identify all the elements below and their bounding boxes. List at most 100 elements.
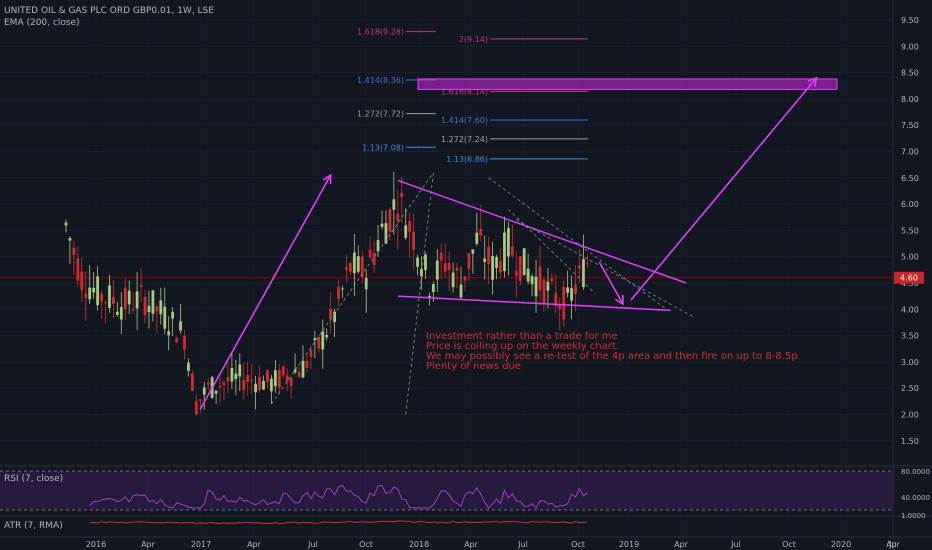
- candle-body: [194, 400, 198, 414]
- candle-body: [254, 383, 257, 393]
- candle-body: [459, 284, 463, 298]
- candle-body: [285, 375, 289, 382]
- price-candles: [64, 171, 589, 416]
- fib-level-label: 1.618(9.28): [357, 28, 404, 37]
- trend-drawings: [199, 76, 818, 415]
- candle-body: [416, 257, 419, 267]
- candle-body: [467, 253, 471, 269]
- y-tick-label: 5.50: [901, 226, 919, 235]
- candle-body: [293, 369, 297, 373]
- candle-body: [187, 362, 190, 371]
- projection-up-line: [630, 77, 818, 301]
- rsi-legend: RSI (7, close): [4, 474, 63, 484]
- fib-level-label: 1.13(7.08): [362, 143, 404, 152]
- candle-body: [352, 252, 356, 274]
- candle-body: [72, 247, 76, 255]
- x-tick-label: Apr: [674, 540, 689, 549]
- grid-lines: [0, 19, 893, 442]
- candle-body: [341, 288, 344, 290]
- candle-body: [542, 279, 546, 305]
- candle-body: [554, 292, 558, 306]
- candle-body: [309, 349, 313, 357]
- arrow-2017-head: [322, 173, 332, 185]
- projection-down-line: [598, 261, 624, 305]
- candle-body: [412, 231, 415, 251]
- candle-body: [522, 248, 526, 276]
- y-tick-label: 1.50: [901, 437, 919, 446]
- y-tick-label: 7.00: [901, 148, 919, 157]
- candle-body: [234, 373, 238, 380]
- candle-body: [507, 228, 510, 257]
- y-tick-label: 6.50: [901, 174, 919, 183]
- candle-body: [64, 222, 68, 226]
- y-tick-label: 3.00: [901, 358, 919, 367]
- candle-body: [218, 385, 222, 388]
- candle-body: [368, 249, 372, 258]
- candle-body: [360, 256, 364, 277]
- candle-body: [329, 308, 333, 319]
- candle-body: [364, 278, 368, 290]
- candle-body: [202, 387, 206, 395]
- guide-dashed-line: [516, 219, 695, 318]
- x-tick-label: 2019: [619, 540, 639, 549]
- rsi-line: [89, 484, 588, 509]
- candle-body: [175, 338, 178, 343]
- candle-body: [147, 305, 151, 313]
- fib-level-label: 1.414(7.60): [441, 116, 488, 125]
- candle-body: [483, 258, 487, 262]
- candle-body: [321, 331, 325, 350]
- candle-body: [566, 287, 570, 293]
- candle-body: [135, 291, 139, 309]
- x-tick-label: 2018: [409, 540, 429, 549]
- candle-body: [372, 252, 376, 265]
- candle-body: [479, 228, 483, 236]
- candle-body: [281, 366, 285, 376]
- candle-body: [582, 259, 585, 288]
- annotation-text: Investment rather than a trade for me Pr…: [426, 331, 798, 372]
- candle-body: [356, 256, 360, 272]
- current-price-badge: [894, 271, 924, 284]
- guide-dashed-line: [405, 172, 434, 415]
- candle-body: [167, 331, 171, 336]
- candle-body: [510, 246, 514, 256]
- candle-body: [301, 360, 305, 378]
- x-tick-label: Oct: [359, 540, 373, 549]
- annotation-line: Price is coiling up on the weekly chart.: [426, 341, 619, 352]
- candle-body: [518, 256, 522, 281]
- y-tick-label: 7.50: [901, 121, 919, 130]
- rsi-band: [0, 471, 893, 510]
- candle-body: [214, 390, 218, 394]
- fib-level-label: 1.272(7.72): [357, 110, 404, 119]
- fibonacci-levels: 1.618(9.28) 1.414(8.36) 1.272(7.72) 1.13(7.…: [357, 28, 588, 164]
- y-tick-label: 9.00: [901, 42, 919, 51]
- candle-body: [439, 252, 443, 261]
- candle-body: [88, 287, 92, 300]
- x-tick-label: Oct: [571, 540, 585, 549]
- candle-body: [80, 271, 84, 291]
- ema-legend: EMA (200, close): [4, 18, 80, 28]
- candle-body: [100, 293, 103, 302]
- fib-level-label: 1.272(7.24): [441, 135, 488, 144]
- candle-body: [277, 370, 281, 388]
- candle-body: [404, 225, 408, 238]
- y-tick-label: 2.00: [901, 411, 919, 420]
- fib-level-label: 1.618(8.14): [441, 88, 488, 97]
- time-axis: 2016 Apr 2017 Apr Jul Oct 2018 Apr Jul Oct 2019 Apr…: [0, 536, 932, 549]
- current-price-label: 4.60: [900, 274, 918, 283]
- candle-body: [526, 268, 530, 282]
- fib-level-label: 1.13(6.86): [446, 155, 488, 164]
- candle-body: [325, 334, 329, 338]
- candle-body: [376, 240, 380, 252]
- target-zone: [417, 78, 838, 90]
- candle-body: [151, 290, 155, 314]
- candle-body: [242, 379, 246, 390]
- candle-body: [333, 311, 336, 322]
- candle-body: [123, 287, 127, 310]
- rsi-tick-label: 80.0000: [901, 468, 930, 476]
- candle-body: [270, 378, 273, 392]
- candle-body: [431, 284, 435, 293]
- candle-body: [238, 364, 242, 377]
- candle-body: [503, 232, 506, 272]
